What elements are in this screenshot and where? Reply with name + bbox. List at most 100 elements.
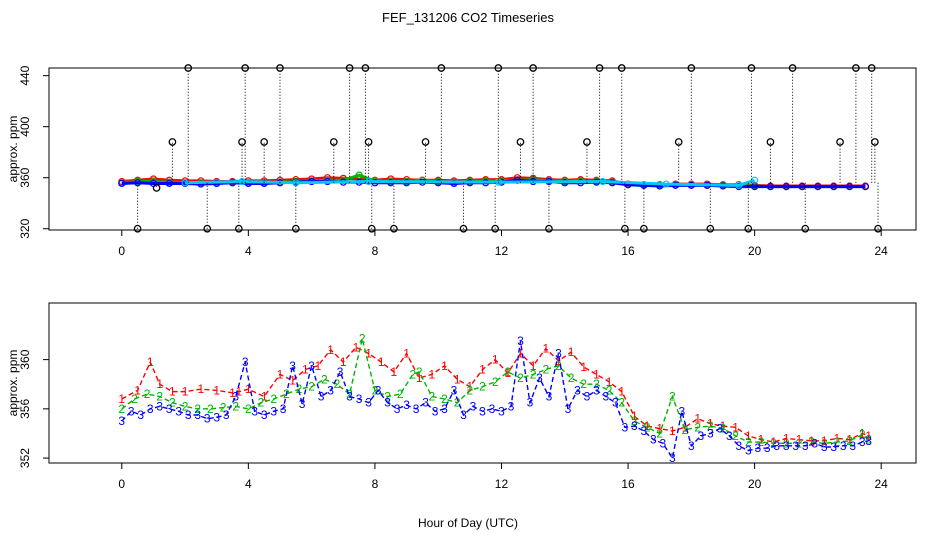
series-1-point: 1 bbox=[606, 375, 613, 389]
outlier-point bbox=[617, 64, 626, 72]
series-3-point: 3 bbox=[479, 404, 486, 418]
series-3-point: 3 bbox=[318, 390, 325, 404]
series-3-point: 3 bbox=[327, 383, 334, 397]
series-2-point: 2 bbox=[783, 436, 790, 450]
series-1-point: 1 bbox=[182, 385, 189, 399]
series-2-point: 2 bbox=[169, 396, 176, 410]
series-3-point: 3 bbox=[527, 396, 534, 410]
series-1-point: 1 bbox=[327, 343, 334, 357]
y-tick-label: 440 bbox=[18, 65, 32, 85]
outlier-point bbox=[291, 224, 300, 233]
series-2-point: 2 bbox=[631, 414, 638, 428]
series-2-point: 2 bbox=[429, 390, 436, 404]
sensor-2-point bbox=[355, 171, 363, 179]
outlier-point bbox=[390, 224, 398, 233]
series-1-point: 1 bbox=[169, 385, 176, 399]
series-2-point: 2 bbox=[732, 429, 739, 443]
series-1-point: 1 bbox=[517, 346, 524, 360]
outlier-point bbox=[801, 224, 810, 233]
series-1-point: 1 bbox=[416, 371, 423, 385]
outlier-point bbox=[595, 64, 604, 72]
sensor-4-point bbox=[662, 180, 670, 188]
series-2-point: 2 bbox=[859, 428, 866, 442]
series-3-point: 3 bbox=[261, 408, 268, 422]
series-2-point: 2 bbox=[384, 390, 391, 404]
series-2-point: 2 bbox=[606, 383, 613, 397]
series-1-point: 1 bbox=[694, 412, 701, 426]
series-2-point: 2 bbox=[492, 375, 499, 389]
series-3-point: 3 bbox=[840, 439, 847, 453]
series-3-point: 3 bbox=[308, 359, 315, 373]
series-3-point: 3 bbox=[612, 396, 619, 410]
series-3-point: 3 bbox=[489, 402, 496, 416]
series-1-point: 1 bbox=[229, 386, 236, 400]
sensor-4-point bbox=[364, 177, 373, 186]
series-2-point: 2 bbox=[644, 420, 651, 434]
series-1-point: 1 bbox=[261, 390, 268, 404]
series-2-point: 2 bbox=[156, 390, 163, 404]
series-1-point: 1 bbox=[365, 346, 372, 360]
x-tick-label: 24 bbox=[875, 477, 889, 491]
series-2-point: 2 bbox=[479, 380, 486, 394]
series-1-point: 1 bbox=[213, 383, 220, 397]
series-1-point: 1 bbox=[732, 420, 739, 434]
x-tick-label: 16 bbox=[621, 244, 635, 258]
series-3-point: 3 bbox=[213, 410, 220, 424]
series-2-point: 2 bbox=[694, 420, 701, 434]
outlier-point bbox=[640, 224, 648, 233]
series-1-point: 1 bbox=[504, 366, 511, 380]
series-1-point: 1 bbox=[277, 367, 284, 381]
series-2-point: 2 bbox=[504, 365, 511, 379]
series-3-point: 3 bbox=[773, 439, 780, 453]
series-2-point: 2 bbox=[720, 422, 727, 436]
x-axis-title: Hour of Day (UTC) bbox=[418, 516, 518, 530]
series-2-point: 2 bbox=[517, 371, 524, 385]
series-3-point: 3 bbox=[802, 439, 809, 453]
series-1-point: 1 bbox=[289, 374, 296, 388]
y-tick-label: 320 bbox=[18, 218, 32, 238]
series-3-point: 3 bbox=[166, 402, 173, 416]
series-3-point: 3 bbox=[270, 404, 277, 418]
series-1-point: 1 bbox=[669, 424, 676, 438]
series-3-point: 3 bbox=[679, 404, 686, 418]
series-3-point: 3 bbox=[204, 412, 211, 426]
series-2-line bbox=[121, 338, 869, 445]
series-1-point: 1 bbox=[403, 346, 410, 360]
series-2-point: 2 bbox=[131, 392, 138, 406]
series-3-point: 3 bbox=[147, 402, 154, 416]
series-3-point: 3 bbox=[346, 390, 353, 404]
y-tick-label: 360 bbox=[18, 349, 32, 369]
x-tick-label: 20 bbox=[748, 477, 762, 491]
outlier-point bbox=[152, 184, 161, 192]
series-3-point: 3 bbox=[603, 390, 610, 404]
series-3-point: 3 bbox=[280, 402, 287, 416]
series-1-point: 1 bbox=[859, 426, 866, 440]
series-3-line bbox=[121, 341, 869, 460]
figure-title: FEF_131206 CO2 Timeseries bbox=[382, 10, 554, 25]
series-3-point: 3 bbox=[631, 419, 638, 433]
series-3-point: 3 bbox=[299, 397, 306, 411]
series-2-point: 2 bbox=[270, 392, 277, 406]
outlier-point bbox=[583, 138, 591, 146]
series-1-point: 1 bbox=[198, 382, 205, 396]
series-1-point: 1 bbox=[846, 433, 853, 447]
series-2-point: 2 bbox=[118, 402, 125, 416]
x-tick-label: 12 bbox=[495, 244, 509, 258]
outlier-point bbox=[491, 224, 500, 233]
series-3-point: 3 bbox=[764, 441, 771, 455]
series-3-point: 3 bbox=[660, 436, 667, 450]
series-1-point: 1 bbox=[770, 435, 777, 449]
series-3-point: 3 bbox=[242, 355, 249, 369]
series-2-point: 2 bbox=[466, 383, 473, 397]
series-1-point: 1 bbox=[720, 419, 727, 433]
series-1-point: 1 bbox=[156, 377, 163, 391]
series-3-point: 3 bbox=[156, 399, 163, 413]
sensor-3-point bbox=[845, 183, 854, 191]
series-3-point: 3 bbox=[865, 434, 872, 448]
series-3-point: 3 bbox=[508, 399, 515, 413]
series-3-point: 3 bbox=[811, 436, 818, 450]
series-3-point: 3 bbox=[830, 440, 837, 454]
series-3-point: 3 bbox=[356, 392, 363, 406]
series-1-point: 1 bbox=[568, 345, 575, 359]
series-2-point: 2 bbox=[530, 367, 537, 381]
